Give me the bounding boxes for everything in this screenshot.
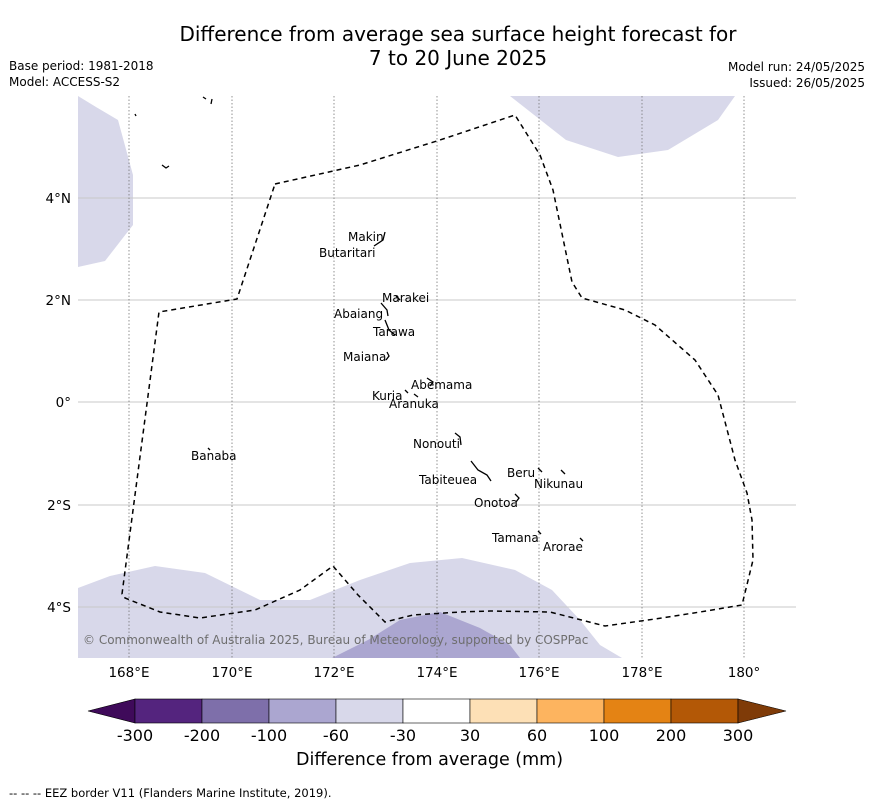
chart-title-line1: Difference from average sea surface heig… [179,22,737,46]
lat-tick-0: 0° [56,395,71,411]
lat-tick-4n: 4°N [46,191,71,207]
colorbar-segment [268,698,337,724]
lon-tick-176e: 176°E [518,665,559,681]
map-figure: Makin Butaritari Marakei Abaiang Tarawa … [46,96,796,681]
island-label-aranuka: Aranuka [389,397,439,411]
colorbar-segment [603,698,672,724]
colorbar-segment [402,698,471,724]
island-label-makin: Makin [348,230,384,244]
island-label-tamana: Tamana [491,531,539,545]
eez-border [121,114,754,627]
colorbar-tick-label: 60 [526,726,548,745]
colorbar [87,698,787,724]
colorbar-segment [201,698,270,724]
island-label-nikunau: Nikunau [534,477,583,491]
model-name: Model: ACCESS-S2 [9,75,121,89]
colorbar-segment [335,698,404,724]
colorbar-tick-label: 200 [655,726,687,745]
anomaly-region-south-deep [332,612,520,658]
island-label-nonouti: Nonouti [413,437,460,451]
colorbar-tick-label: -60 [322,726,350,745]
longitude-gridlines [128,96,745,658]
lon-tick-172e: 172°E [313,665,354,681]
lon-tick-174e: 174°E [416,665,457,681]
colorbar-tick-label: -30 [389,726,417,745]
colorbar-segment [134,698,203,724]
copyright-notice: © Commonwealth of Australia 2025, Bureau… [83,633,588,647]
colorbar-tick-label: 100 [588,726,620,745]
model-run: Model run: 24/05/2025 [727,60,865,74]
island-label-arorae: Arorae [543,540,583,554]
lat-tick-2n: 2°N [46,293,71,309]
colorbar-tick-label: -200 [183,726,221,745]
island-label-beru: Beru [507,466,535,480]
island-label-marakei: Marakei [382,291,429,305]
colorbar-segment [536,698,605,724]
lat-tick-2s: 2°S [47,498,71,514]
island-label-tarawa: Tarawa [372,325,415,339]
base-period: Base period: 1981-2018 [9,59,154,73]
island-label-banaba: Banaba [191,449,237,463]
colorbar-tick-label: -100 [250,726,288,745]
colorbar-segment [469,698,538,724]
colorbar-segment [670,698,739,724]
colorbar-extend-low [87,698,136,724]
colorbar-label: Difference from average (mm) [296,750,564,770]
map-footer-note: -- -- -- EEZ border V11 (Flanders Marine… [9,786,332,800]
colorbar-tick-label: 300 [722,726,754,745]
anomaly-region-northeast [510,96,735,157]
sea-height-anomaly-layer [78,96,735,658]
issued-date: Issued: 26/05/2025 [749,76,865,90]
chart-title-line2: 7 to 20 June 2025 [368,46,548,70]
latitude-tick-labels: 4°N 2°N 0° 2°S 4°S [46,191,71,616]
island-labels: Makin Butaritari Marakei Abaiang Tarawa … [191,230,583,554]
lon-tick-168e: 168°E [108,665,149,681]
island-outlines [134,96,584,542]
lat-tick-4s: 4°S [47,600,71,616]
island-label-onotoa: Onotoa [474,496,518,510]
colorbar-tick-label: -300 [116,726,154,745]
island-label-abaiang: Abaiang [334,307,383,321]
lon-tick-180: 180° [728,665,761,681]
island-label-tabiteuea: Tabiteuea [418,473,477,487]
island-label-maiana: Maiana [343,350,386,364]
anomaly-region-west [78,96,133,267]
island-label-butaritari: Butaritari [319,246,376,260]
lon-tick-170e: 170°E [211,665,252,681]
colorbar-extend-high [737,698,787,724]
lon-tick-178e: 178°E [621,665,662,681]
island-label-abemama: Abemama [411,378,472,392]
island-label-kuria: Kuria [372,389,403,403]
longitude-tick-labels: 168°E 170°E 172°E 174°E 176°E 178°E 180° [108,665,760,681]
colorbar-tick-label: 30 [459,726,481,745]
